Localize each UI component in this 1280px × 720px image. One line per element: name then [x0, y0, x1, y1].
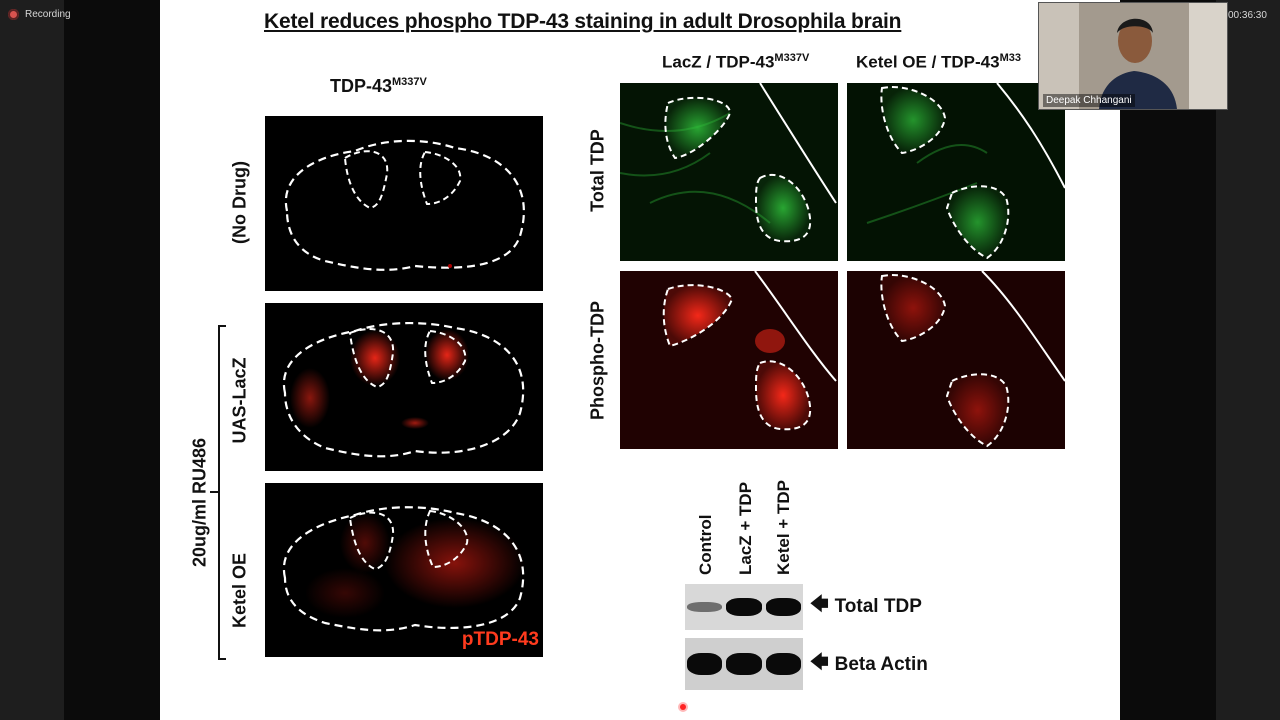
band-label-beta-actin: 🡄 Beta Actin: [810, 650, 928, 680]
blot-lane-ketel-tdp: Ketel + TDP: [774, 480, 793, 575]
row-label-uas-lacz: UAS-LacZ: [229, 357, 250, 444]
total-tdp-lacz-panel: [620, 83, 838, 261]
slide-title: Ketel reduces phospho TDP-43 staining in…: [264, 10, 902, 33]
right-header-lacz: LacZ / TDP-43M337V: [662, 52, 810, 72]
row-label-total-tdp: Total TDP: [587, 129, 608, 212]
arrow-left-icon: 🡄: [810, 652, 829, 672]
blot-band: [687, 601, 723, 613]
right-header-ketel: Ketel OE / TDP-43M33: [856, 52, 1022, 72]
row-label-no-drug: (No Drug): [229, 161, 250, 244]
band-label-total-tdp: 🡄 Total TDP: [810, 592, 922, 622]
row-label-ketel-oe: Ketel OE: [229, 552, 250, 629]
blot-band: [726, 653, 762, 675]
presentation-slide: Ketel reduces phospho TDP-43 staining in…: [160, 0, 1120, 720]
blot-beta-actin: [685, 638, 803, 690]
participant-name: Deepak Chhangani: [1043, 94, 1135, 107]
phospho-tdp-ketel-panel: [847, 271, 1065, 449]
blot-lane-lacz-tdp: LacZ + TDP: [736, 481, 755, 575]
meeting-timer: 00:36:30: [1228, 10, 1267, 21]
total-tdp-ketel-panel: [847, 83, 1065, 261]
record-icon: [8, 9, 19, 20]
blot-band: [765, 598, 801, 616]
right-sidebar: [1216, 0, 1280, 720]
ptdp43-tag: pTDP-43: [461, 629, 539, 650]
recording-label: Recording: [25, 9, 71, 20]
left-sidebar: [0, 0, 64, 720]
blot-band: [765, 653, 801, 675]
participant-video-frame: [1039, 3, 1227, 109]
recording-indicator[interactable]: Recording: [8, 9, 71, 20]
arrow-left-icon: 🡄: [810, 594, 829, 614]
laser-pointer: [680, 704, 686, 710]
row-label-phospho-tdp: Phospho-TDP: [587, 301, 608, 420]
brain-panel-no-drug: [265, 116, 543, 291]
blot-lane-control: Control: [696, 514, 715, 575]
blot-band: [726, 598, 762, 616]
left-column-header: TDP-43M337V: [330, 76, 427, 96]
phospho-tdp-lacz-panel: [620, 271, 838, 449]
brain-panel-ketel-oe: pTDP-43: [265, 483, 543, 657]
group-label-ru486: 20ug/ml RU486: [189, 437, 210, 568]
blot-total-tdp: [685, 584, 803, 630]
brain-panel-uas-lacz: [265, 303, 543, 471]
blot-band: [687, 653, 723, 675]
group-bracket: [210, 325, 226, 660]
participant-video-tile[interactable]: Deepak Chhangani: [1038, 2, 1228, 110]
